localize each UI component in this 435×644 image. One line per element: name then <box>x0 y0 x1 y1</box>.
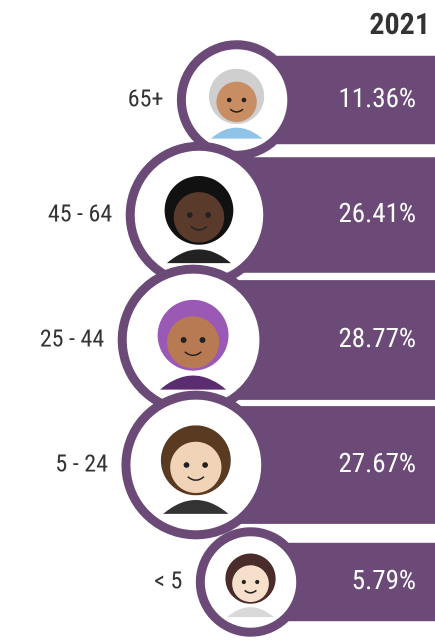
category-label: 45 - 64 <box>48 199 113 227</box>
eye <box>242 98 247 103</box>
category-label: 5 - 24 <box>55 449 108 477</box>
face <box>174 192 224 242</box>
face <box>167 316 219 368</box>
category-label: 25 - 44 <box>40 324 105 352</box>
category-label: < 5 <box>154 566 182 594</box>
value-label: 27.67% <box>338 447 416 479</box>
eye <box>205 212 211 218</box>
value-label: 5.79% <box>352 564 416 596</box>
value-label: 28.77% <box>338 322 416 354</box>
category-label: 65+ <box>128 84 164 112</box>
value-label: 26.41% <box>338 197 416 229</box>
face <box>232 565 269 602</box>
chart-title: 2021 <box>369 7 430 42</box>
face <box>216 82 256 122</box>
eye <box>227 98 232 103</box>
eye <box>255 580 259 584</box>
face <box>170 442 221 493</box>
eye <box>200 337 206 343</box>
eye <box>187 212 193 218</box>
page: {"chart_data": {"type": "bar", "orientat… <box>0 0 435 644</box>
eye <box>181 337 187 343</box>
chart: 2021 65+ 11.36% 45 - 64 26.41% 25 - 44 28.77%… <box>0 0 435 644</box>
eye <box>184 462 190 468</box>
eye <box>242 580 246 584</box>
value-label: 11.36% <box>338 82 416 114</box>
eye <box>202 462 208 468</box>
